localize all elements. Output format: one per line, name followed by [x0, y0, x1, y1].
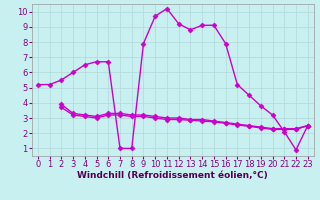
X-axis label: Windchill (Refroidissement éolien,°C): Windchill (Refroidissement éolien,°C) — [77, 171, 268, 180]
